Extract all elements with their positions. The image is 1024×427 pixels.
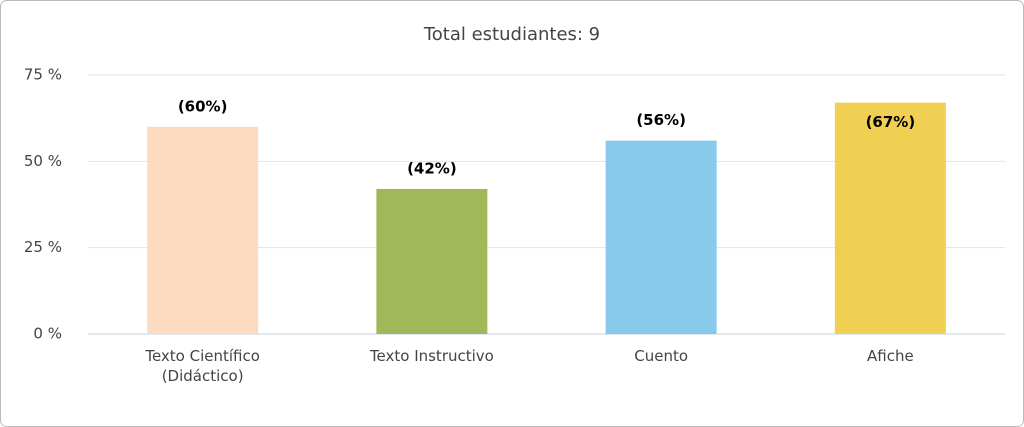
bar bbox=[147, 126, 259, 334]
value-label: (60%) bbox=[178, 97, 228, 115]
chart-title: Total estudiantes: 9 bbox=[423, 24, 600, 45]
bar bbox=[376, 188, 488, 334]
x-tick-label-box: Texto Instructivo bbox=[369, 347, 494, 365]
x-tick-label-box: Texto Científico (Didáctico) bbox=[145, 347, 260, 385]
bar bbox=[605, 140, 717, 334]
value-label: (67%) bbox=[866, 113, 916, 131]
x-tick-label: Texto Científico (Didáctico) bbox=[145, 347, 260, 385]
y-tick-label: 75 % bbox=[24, 66, 62, 84]
y-tick-label: 50 % bbox=[24, 152, 62, 170]
value-label: (56%) bbox=[636, 111, 686, 129]
value-label: (42%) bbox=[407, 159, 457, 177]
x-tick-label: Cuento bbox=[634, 347, 689, 365]
y-tick-label: 25 % bbox=[24, 238, 62, 256]
x-tick-label: Afiche bbox=[867, 347, 914, 365]
y-tick-label: 0 % bbox=[33, 325, 62, 343]
x-tick-label: Texto Instructivo bbox=[369, 347, 494, 365]
x-tick-label-box: Afiche bbox=[867, 347, 914, 365]
x-tick-label-box: Cuento bbox=[634, 347, 689, 365]
bar bbox=[834, 102, 946, 334]
